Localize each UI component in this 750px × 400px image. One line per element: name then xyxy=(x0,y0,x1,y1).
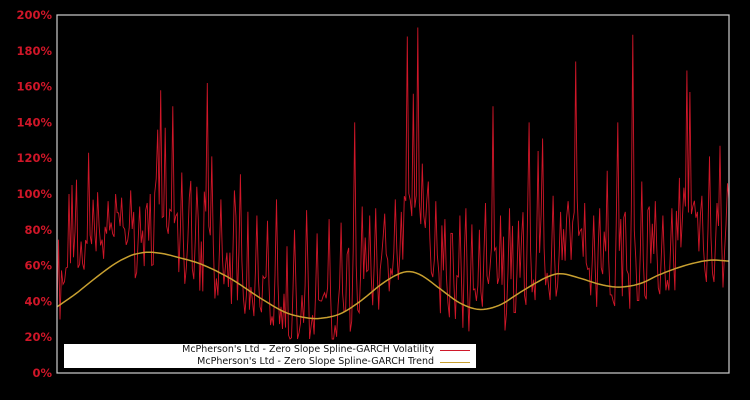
legend-label-trend: McPherson's Ltd - Zero Slope Spline-GARC… xyxy=(197,356,434,367)
y-tick-label: 20% xyxy=(24,330,52,344)
y-tick-label: 40% xyxy=(24,294,52,308)
legend: McPherson's Ltd - Zero Slope Spline-GARC… xyxy=(63,343,477,369)
plot-frame xyxy=(56,14,730,374)
legend-label-volatility: McPherson's Ltd - Zero Slope Spline-GARC… xyxy=(182,344,434,355)
y-tick-label: 60% xyxy=(24,259,52,273)
y-tick-label: 0% xyxy=(32,366,52,380)
legend-line-sample-trend xyxy=(440,361,470,363)
volatility-series-line xyxy=(56,27,730,340)
y-tick-label: 180% xyxy=(16,44,52,58)
y-tick-label: 140% xyxy=(16,115,52,129)
trend-series-line xyxy=(56,251,730,320)
legend-line-sample-volatility xyxy=(440,349,470,351)
y-tick-label: 100% xyxy=(16,187,52,201)
y-tick-label: 200% xyxy=(16,8,52,22)
y-tick-label: 160% xyxy=(16,80,52,94)
y-axis-labels: 0% 20% 40% 60% 80% 100% 120% 140% 160% 180% 200% xyxy=(16,8,52,380)
y-tick-label: 120% xyxy=(16,151,52,165)
y-tick-label: 80% xyxy=(24,223,52,237)
legend-item-trend: McPherson's Ltd - Zero Slope Spline-GARC… xyxy=(64,356,476,368)
legend-item-volatility: McPherson's Ltd - Zero Slope Spline-GARC… xyxy=(64,344,476,356)
